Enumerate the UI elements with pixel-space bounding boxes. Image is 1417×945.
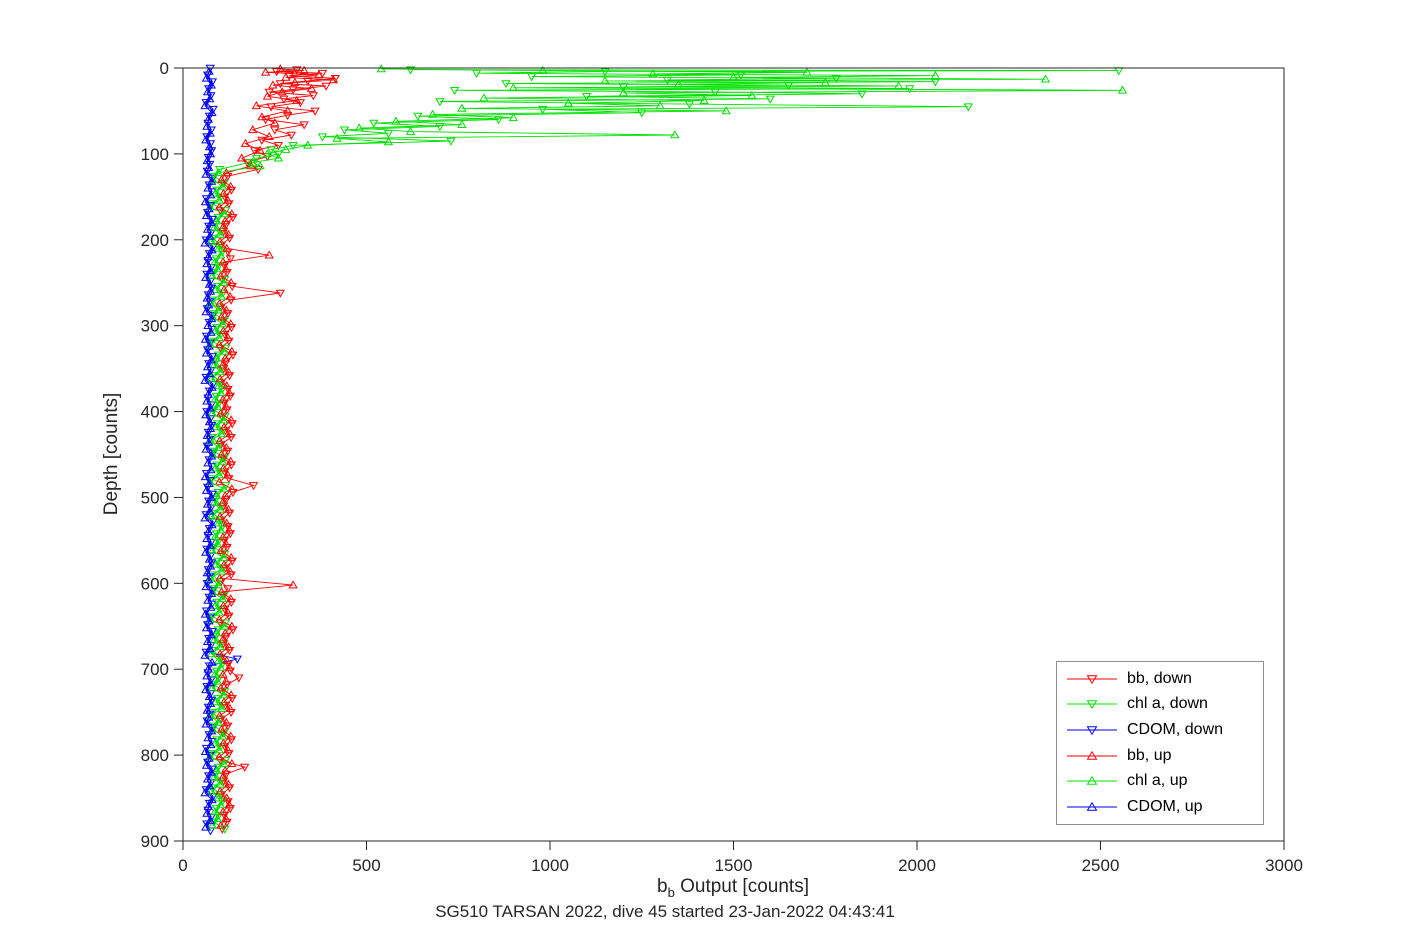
y-tick-label: 100 xyxy=(141,145,169,164)
legend-item-bb-up: bb, up xyxy=(1065,744,1263,768)
legend-marker-cdom-up-icon xyxy=(1067,801,1117,811)
legend-item-chl-down: chl a, down xyxy=(1065,692,1263,716)
x-axis-label-subscript: b xyxy=(667,884,675,900)
legend-marker-bb-up-icon xyxy=(1067,750,1117,760)
y-tick-label: 500 xyxy=(141,488,169,507)
x-axis-label-rest: Output [counts] xyxy=(674,876,809,897)
x-tick-label: 1500 xyxy=(715,856,753,875)
series-line-chl-up xyxy=(209,68,1123,826)
legend-marker-bb-down-icon xyxy=(1067,675,1117,684)
y-axis-label: Depth [counts] xyxy=(101,392,122,516)
y-tick-label: 200 xyxy=(141,231,169,250)
legend-label-bb-up: bb, up xyxy=(1127,746,1172,764)
legend-item-bb-down: bb, down xyxy=(1065,667,1263,691)
legend-label-cdom-down: CDOM, down xyxy=(1127,721,1224,739)
legend-item-chl-up: chl a, up xyxy=(1065,769,1263,793)
series-markers-cdom-up xyxy=(200,66,217,831)
y-tick-label: 300 xyxy=(141,317,169,336)
legend-marker-chl-down-icon xyxy=(1067,700,1117,710)
legend-marker-cdom-down-icon xyxy=(1067,726,1117,736)
legend-item-cdom-up: CDOM, up xyxy=(1065,795,1263,819)
legend: bb, down chl a, down CDOM, down bb, up c… xyxy=(1056,661,1264,825)
y-tick-label: 800 xyxy=(141,746,169,765)
legend-label-chl-up: chl a, up xyxy=(1127,772,1188,790)
x-tick-label: 1000 xyxy=(531,856,569,875)
x-tick-label: 0 xyxy=(178,856,187,875)
y-tick-label: 0 xyxy=(160,59,169,78)
legend-label-cdom-up: CDOM, up xyxy=(1127,798,1203,816)
legend-marker-chl-up-icon xyxy=(1067,776,1117,786)
x-tick-label: 2500 xyxy=(1082,856,1120,875)
y-tick-label: 600 xyxy=(141,574,169,593)
y-tick-label: 700 xyxy=(141,660,169,679)
x-tick-label: 3000 xyxy=(1265,856,1303,875)
legend-label-chl-down: chl a, down xyxy=(1127,695,1208,713)
legend-item-cdom-down: CDOM, down xyxy=(1065,718,1263,742)
figure-title: SG510 TARSAN 2022, dive 45 started 23-Ja… xyxy=(435,902,895,921)
x-axis-label: bb Output [counts] xyxy=(657,876,809,900)
x-tick-label: 2000 xyxy=(898,856,936,875)
x-axis-label-base: b xyxy=(657,876,668,897)
y-tick-label: 400 xyxy=(141,403,169,422)
series-line-bb-up xyxy=(218,68,334,826)
y-tick-label: 900 xyxy=(141,832,169,851)
legend-label-bb-down: bb, down xyxy=(1127,669,1192,687)
x-tick-label: 500 xyxy=(352,856,380,875)
